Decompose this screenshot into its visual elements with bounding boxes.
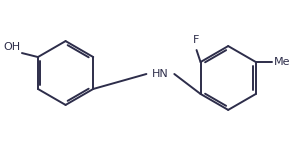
Text: HN: HN <box>152 69 169 79</box>
Text: F: F <box>193 35 200 45</box>
Text: OH: OH <box>4 42 21 52</box>
Text: Me: Me <box>274 57 290 67</box>
